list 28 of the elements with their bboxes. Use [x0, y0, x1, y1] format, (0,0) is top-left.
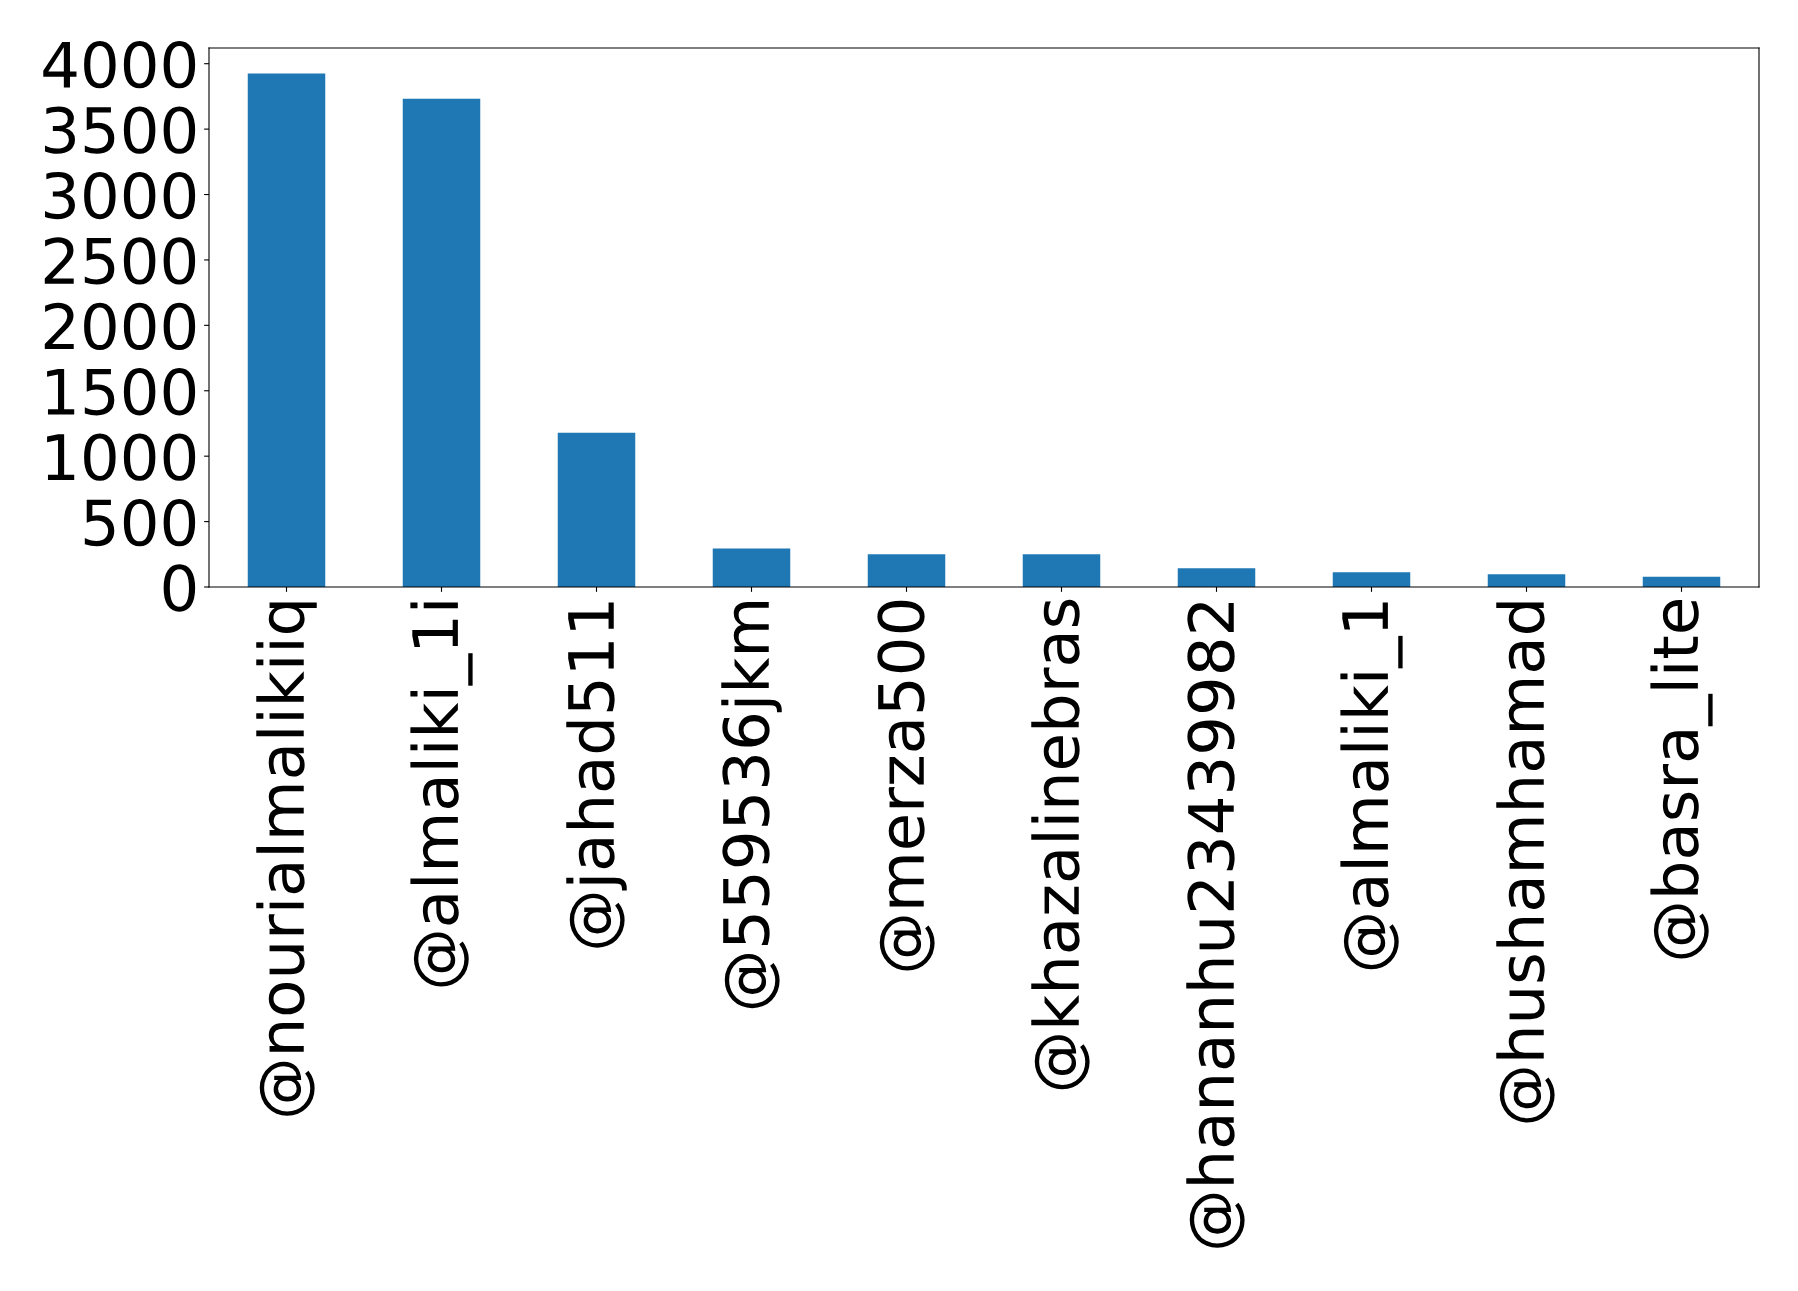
x-tick-label: @hushamhamad — [1496, 602, 1555, 1123]
y-tick-label: 4000 — [43, 41, 196, 89]
x-tick-label: @khazalinebras — [1031, 599, 1090, 1090]
x-tick-label: @almaliki_1i — [410, 602, 473, 987]
x-tick-label: @almaliki_1 — [1340, 602, 1403, 970]
y-tick-label: 500 — [84, 498, 196, 547]
bar — [712, 548, 791, 587]
x-tick-label: @basra_lite — [1650, 600, 1713, 959]
bar — [247, 73, 326, 587]
x-tick-label: @nourialmalikiiq — [256, 602, 317, 1116]
y-tick-label: 1000 — [47, 433, 196, 481]
y-tick-label: 1500 — [47, 368, 196, 416]
y-tick-label: 2500 — [44, 237, 196, 285]
bar — [1487, 574, 1566, 587]
x-tick-label: @hananhu23439982 — [1186, 602, 1245, 1248]
x-tick-label: @jahad511 — [566, 602, 627, 948]
bar — [402, 98, 481, 587]
bar — [1332, 572, 1411, 587]
y-tick-label: 0 — [163, 564, 196, 612]
y-tick-label: 3000 — [44, 171, 196, 220]
y-tick-label: 3500 — [44, 106, 196, 154]
bar — [557, 432, 636, 587]
bar — [1177, 568, 1256, 587]
x-tick-label: @559536jkm — [721, 602, 782, 1009]
y-tick-label: 2000 — [44, 302, 196, 350]
x-tick-label: @merza500 — [877, 600, 935, 971]
bar — [1022, 554, 1101, 587]
bar — [867, 554, 946, 587]
